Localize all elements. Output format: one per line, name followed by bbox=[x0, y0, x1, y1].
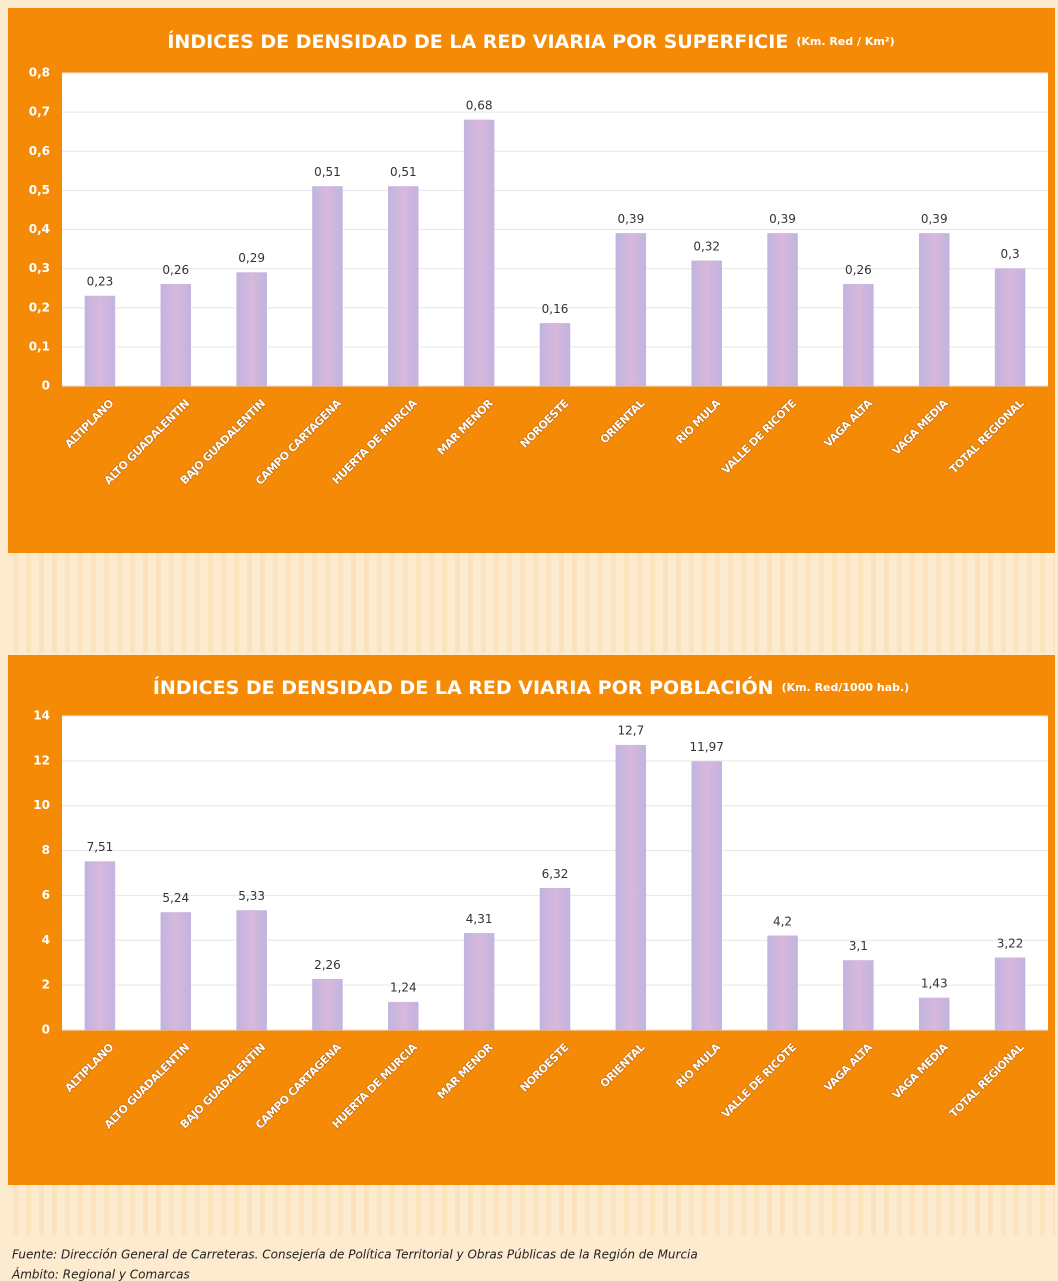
bar bbox=[843, 284, 874, 387]
y-tick-label: 0,5 bbox=[29, 183, 50, 197]
bar bbox=[84, 295, 116, 387]
bar bbox=[918, 233, 950, 387]
y-tick-label: 0 bbox=[42, 1023, 50, 1037]
bar bbox=[767, 935, 798, 1031]
bar bbox=[767, 233, 798, 387]
band bbox=[8, 553, 1055, 653]
bar bbox=[236, 910, 267, 1031]
unit-text: (Km. Red / Km²) bbox=[796, 35, 894, 48]
value-label: 0,23 bbox=[87, 275, 114, 289]
value-label: 0,29 bbox=[238, 251, 265, 265]
title-text: ÍNDICES DE DENSIDAD DE LA RED VIARIA POR… bbox=[167, 30, 788, 53]
bar bbox=[160, 284, 192, 387]
y-tick-label: 0,7 bbox=[29, 105, 50, 119]
value-label: 7,51 bbox=[87, 840, 114, 854]
value-label: 0,16 bbox=[542, 302, 569, 316]
value-label: 2,26 bbox=[314, 958, 341, 972]
bar bbox=[994, 957, 1026, 1031]
bar bbox=[160, 912, 192, 1031]
value-label: 0,32 bbox=[693, 239, 720, 253]
bar bbox=[84, 861, 116, 1031]
bar bbox=[615, 744, 647, 1031]
source: Fuente: Dirección General de Carreteras.… bbox=[12, 1248, 698, 1262]
value-label: 0,68 bbox=[466, 98, 493, 112]
value-label: 0,39 bbox=[921, 212, 948, 226]
y-tick-label: 8 bbox=[42, 843, 50, 857]
value-label: 11,97 bbox=[690, 740, 724, 754]
value-label: 12,7 bbox=[617, 724, 644, 738]
value-label: 0,51 bbox=[390, 165, 417, 179]
y-tick-label: 0 bbox=[42, 379, 50, 393]
bar bbox=[691, 761, 722, 1031]
bar bbox=[539, 323, 571, 387]
bar bbox=[615, 233, 647, 387]
y-tick-label: 14 bbox=[33, 709, 50, 723]
y-tick-label: 0,4 bbox=[29, 222, 50, 236]
bar bbox=[312, 186, 343, 387]
bar bbox=[463, 933, 495, 1031]
value-label: 3,1 bbox=[849, 939, 868, 953]
value-label: 0,26 bbox=[162, 263, 189, 277]
chart-title: ÍNDICES DE DENSIDAD DE LA RED VIARIA POR… bbox=[153, 675, 909, 699]
bar bbox=[843, 960, 874, 1031]
bar bbox=[312, 979, 343, 1031]
y-tick-label: 0,2 bbox=[29, 300, 50, 314]
value-label: 4,31 bbox=[466, 912, 493, 926]
y-tick-label: 0,3 bbox=[29, 261, 50, 275]
y-tick-label: 2 bbox=[42, 978, 50, 992]
value-label: 0,3 bbox=[1001, 247, 1020, 261]
value-label: 0,39 bbox=[769, 212, 796, 226]
value-label: 0,39 bbox=[617, 212, 644, 226]
bar bbox=[236, 272, 267, 387]
chart-title: ÍNDICES DE DENSIDAD DE LA RED VIARIA POR… bbox=[167, 30, 894, 53]
y-tick-label: 0,8 bbox=[29, 66, 50, 80]
bar bbox=[388, 1001, 419, 1031]
value-label: 5,24 bbox=[162, 891, 189, 905]
y-tick-label: 10 bbox=[33, 798, 50, 812]
value-label: 4,2 bbox=[773, 914, 792, 928]
bar bbox=[463, 119, 495, 387]
value-label: 6,32 bbox=[542, 867, 569, 881]
bar bbox=[691, 260, 722, 387]
value-label: 0,51 bbox=[314, 165, 341, 179]
title-text: ÍNDICES DE DENSIDAD DE LA RED VIARIA POR… bbox=[153, 675, 774, 699]
value-label: 3,22 bbox=[997, 936, 1024, 950]
bar bbox=[994, 268, 1026, 387]
scope: Ámbito: Regional y Comarcas bbox=[11, 1267, 190, 1281]
unit-text: (Km. Red/1000 hab.) bbox=[782, 681, 910, 694]
y-tick-label: 0,6 bbox=[29, 144, 50, 158]
value-label: 1,43 bbox=[921, 976, 948, 990]
charts: ÍNDICES DE DENSIDAD DE LA RED VIARIA POR… bbox=[8, 8, 1055, 1185]
bar bbox=[918, 997, 950, 1031]
value-label: 1,24 bbox=[390, 981, 417, 995]
band bbox=[8, 1185, 1055, 1235]
y-tick-label: 6 bbox=[42, 888, 50, 902]
y-tick-label: 12 bbox=[33, 753, 50, 767]
value-label: 5,33 bbox=[238, 889, 265, 903]
bar bbox=[539, 888, 571, 1031]
value-label: 0,26 bbox=[845, 263, 872, 277]
y-tick-label: 0,1 bbox=[29, 339, 50, 353]
bar bbox=[388, 186, 419, 387]
y-tick-label: 4 bbox=[42, 933, 50, 947]
